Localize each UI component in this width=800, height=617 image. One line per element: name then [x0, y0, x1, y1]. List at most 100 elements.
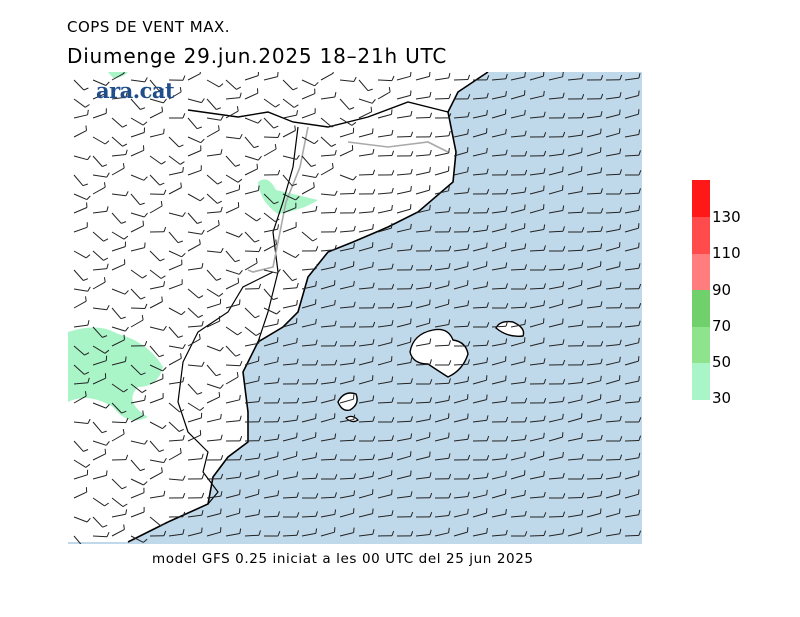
wind-barb-flag: [218, 292, 224, 297]
wind-barb-flag: [296, 300, 298, 306]
wind-barb: [491, 475, 506, 480]
wind-barb-flag: [258, 375, 260, 381]
wind-barb: [111, 96, 126, 100]
legend-label-70: 70: [712, 317, 732, 335]
border-line: [257, 126, 299, 343]
wind-barb-flag: [163, 458, 167, 463]
wind-barb: [624, 77, 639, 81]
wind-barb-flag: [638, 452, 641, 458]
wind-barb-flag: [600, 280, 602, 286]
wind-barb: [415, 343, 430, 347]
wind-barb-flag: [467, 300, 470, 306]
wind-barb-flag: [239, 528, 242, 534]
wind-barb: [282, 287, 297, 290]
wind-barb-flag: [562, 166, 564, 172]
wind-barb-flag: [410, 416, 413, 422]
wind-barb: [377, 439, 393, 442]
wind-barb-flag: [296, 110, 298, 116]
wind-barb-flag: [125, 326, 129, 332]
wind-barb: [605, 512, 620, 518]
wind-barb: [206, 250, 221, 253]
wind-barb-flag: [353, 280, 355, 286]
wind-barb: [434, 515, 449, 518]
wind-barb-flag: [181, 252, 186, 258]
wind-barb: [339, 380, 354, 385]
wind-barb: [339, 117, 353, 126]
wind-barb: [206, 513, 221, 518]
wind-barb-flag: [410, 433, 413, 439]
wind-barb-flag: [486, 92, 489, 98]
wind-barb-flag: [125, 417, 129, 423]
wind-barb: [244, 307, 256, 319]
wind-barb: [567, 437, 582, 442]
wind-barb: [111, 402, 123, 414]
wind-barb-flag: [239, 299, 241, 305]
wind-barb-flag: [486, 394, 488, 400]
wind-barb-flag: [524, 397, 528, 403]
wind-barb: [358, 493, 373, 499]
wind-barb-flag: [505, 436, 509, 442]
wind-barb-flag: [543, 168, 546, 174]
wind-barb: [225, 533, 240, 537]
wind-barb: [187, 514, 202, 518]
wind-barb-flag: [372, 282, 375, 288]
wind-barb-flag: [429, 472, 432, 478]
wind-barb: [605, 132, 620, 138]
wind-barb-flag: [600, 243, 603, 249]
wind-barb: [225, 282, 239, 290]
wind-barb: [130, 383, 143, 393]
wind-barb-flag: [180, 182, 182, 188]
wind-barb-flag: [372, 261, 374, 267]
wind-barb-flag: [505, 453, 508, 459]
wind-barb: [453, 151, 468, 157]
wind-barb: [111, 478, 123, 490]
wind-barb-flag: [543, 337, 545, 343]
wind-barb-flag: [179, 161, 185, 165]
wind-barb-flag: [256, 217, 261, 222]
wind-barb-flag: [562, 246, 566, 252]
wind-barb-flag: [292, 278, 298, 282]
wind-barb-flag: [274, 218, 280, 223]
wind-barb: [225, 269, 240, 275]
wind-barb: [149, 269, 162, 279]
wind-barb: [282, 130, 296, 138]
wind-barb: [130, 440, 145, 445]
wind-barb-flag: [353, 435, 356, 441]
wind-barb: [92, 268, 107, 271]
wind-barb: [111, 288, 126, 295]
wind-barb-flag: [296, 358, 299, 364]
wind-barb-flag: [505, 283, 508, 289]
wind-barb: [244, 92, 259, 100]
wind-barb-flag: [106, 206, 109, 212]
wind-barb: [73, 421, 88, 424]
wind-barb-flag: [524, 510, 527, 516]
wind-barb-flag: [372, 416, 375, 422]
wind-barb-flag: [144, 77, 148, 83]
wind-barb-flag: [182, 435, 185, 441]
wind-barb: [434, 285, 449, 290]
wind-barb-flag: [353, 301, 356, 307]
wind-barb: [415, 189, 430, 195]
wind-barb-flag: [391, 489, 393, 495]
wind-barb-flag: [124, 290, 129, 295]
wind-barb-flag: [505, 470, 507, 476]
wind-barb: [415, 363, 431, 366]
wind-barb: [339, 362, 354, 366]
wind-barb: [529, 322, 544, 328]
wind-barb-flag: [486, 435, 490, 441]
wind-barb: [301, 186, 315, 195]
wind-barb: [168, 250, 182, 258]
wind-barb-flag: [410, 110, 413, 117]
wind-barb-flag: [429, 204, 431, 210]
wind-barb: [263, 456, 278, 461]
wind-barb-flag: [371, 98, 376, 104]
wind-barb: [206, 495, 221, 499]
wind-barb: [130, 399, 145, 404]
wind-barb: [434, 135, 449, 138]
wind-barb-flag: [334, 394, 336, 400]
wind-barb: [130, 193, 141, 206]
wind-barb-flag: [220, 413, 222, 419]
wind-barb: [491, 228, 506, 233]
island-eivissa: [337, 392, 358, 412]
wind-barb-flag: [638, 90, 640, 96]
